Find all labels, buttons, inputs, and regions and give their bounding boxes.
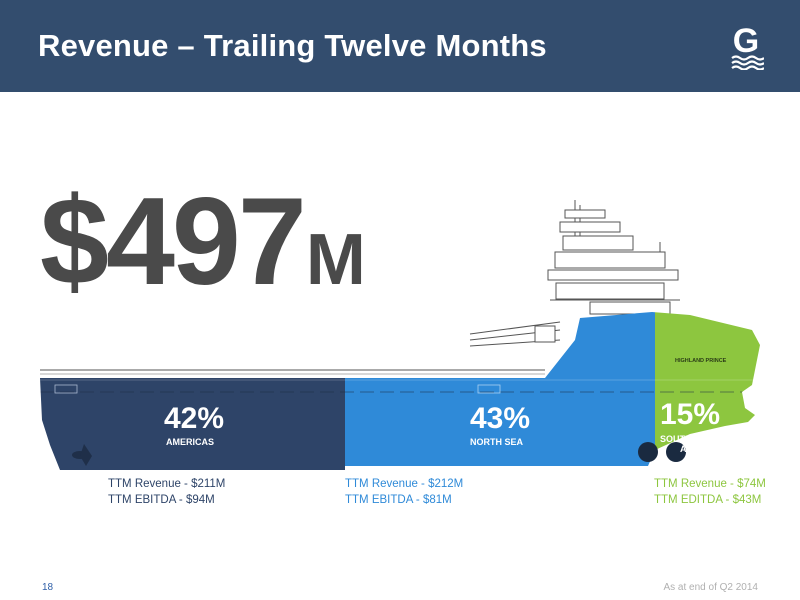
header-bar: Revenue – Trailing Twelve Months G — [0, 0, 800, 92]
north-sea-ebitda: TTM EBITDA - $81M — [345, 494, 452, 506]
southeast-asia-label-2: ASIA — [680, 444, 702, 454]
americas-percent: 42% — [164, 402, 225, 435]
ship-superstructure — [469, 200, 680, 347]
thruster-icon — [638, 442, 658, 462]
hull-americas — [40, 312, 345, 470]
southeast-asia-revenue: TTM Revenue - $74M — [654, 478, 766, 490]
north-sea-label: NORTH SEA — [470, 437, 524, 447]
southeast-asia-label-1: SOUTHEAST — [660, 434, 716, 444]
footnote: As at end of Q2 2014 — [663, 582, 758, 593]
southeast-asia-ebitda: TTM EDITDA - $43M — [654, 494, 762, 506]
thruster-icon — [666, 442, 686, 462]
company-logo-icon: G — [731, 22, 764, 70]
americas-label: AMERICAS — [166, 437, 215, 447]
total-revenue-amount: $497 — [40, 173, 307, 311]
americas-financials: TTM Revenue - $211M TTM EBITDA - $94M — [108, 476, 225, 508]
page-title: Revenue – Trailing Twelve Months — [38, 28, 547, 63]
americas-revenue: TTM Revenue - $211M — [108, 478, 226, 490]
north-sea-revenue: TTM Revenue - $212M — [345, 478, 464, 490]
ship-name-label: HIGHLAND PRINCE — [675, 358, 727, 364]
ship-illustration: HIGHLAND PRINCE — [40, 200, 760, 470]
southeast-asia-financials: TTM Revenue - $74M TTM EDITDA - $43M — [654, 476, 766, 508]
total-revenue: $497M — [40, 180, 366, 322]
logo-letter: G — [733, 22, 759, 60]
north-sea-financials: TTM Revenue - $212M TTM EBITDA - $81M — [345, 476, 463, 508]
americas-ebitda: TTM EBITDA - $94M — [108, 494, 215, 506]
southeast-asia-percent: 15% — [660, 398, 721, 431]
propeller-icon — [72, 444, 92, 466]
total-revenue-unit: M — [305, 220, 366, 300]
north-sea-percent: 43% — [470, 402, 531, 435]
page-number: 18 — [42, 582, 54, 593]
